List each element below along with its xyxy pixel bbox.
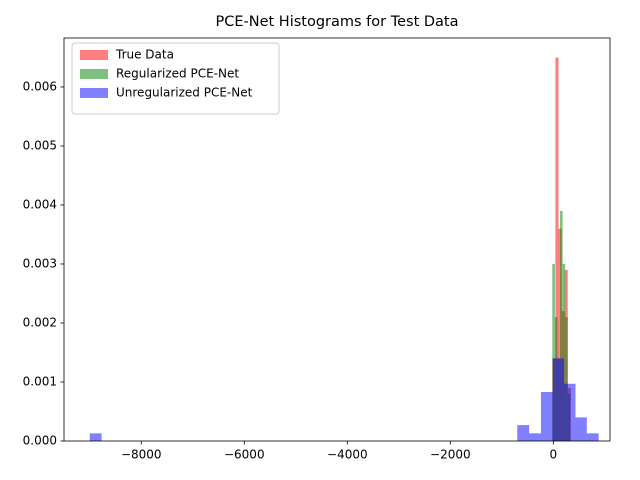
- y-tick-label: 0.003: [23, 256, 57, 270]
- legend-swatch: [80, 50, 108, 60]
- bar: [552, 358, 565, 441]
- legend-label: Regularized PCE-Net: [116, 67, 239, 81]
- bar: [552, 263, 555, 441]
- bar: [575, 417, 587, 441]
- x-tick-label: 0: [550, 448, 558, 462]
- y-tick-label: 0.000: [23, 434, 57, 448]
- bar: [560, 210, 563, 441]
- bar: [517, 425, 530, 441]
- bar: [555, 57, 559, 442]
- y-tick-label: 0.004: [23, 197, 57, 211]
- bar: [529, 433, 541, 441]
- bar: [89, 433, 102, 441]
- bar: [564, 383, 576, 441]
- x-tick-label: −6000: [224, 448, 265, 462]
- y-tick-label: 0.002: [23, 315, 57, 329]
- y-tick-label: 0.001: [23, 374, 57, 388]
- x-tick-label: −2000: [430, 448, 471, 462]
- bar: [565, 317, 568, 441]
- x-tick-label: −8000: [121, 448, 162, 462]
- bar: [562, 263, 566, 441]
- legend-swatch: [80, 88, 108, 98]
- legend-label: True Data: [115, 48, 174, 62]
- x-tick-label: −4000: [327, 448, 368, 462]
- legend-box: [71, 42, 280, 115]
- plot-frame: [63, 37, 611, 442]
- y-tick-label: 0.006: [23, 79, 57, 93]
- legend-swatch: [80, 69, 108, 79]
- chart-title: PCE-Net Histograms for Test Data: [215, 14, 458, 30]
- y-tick-label: 0.005: [23, 138, 57, 152]
- bar: [540, 392, 553, 441]
- legend-label: Unregularized PCE-Net: [116, 86, 253, 100]
- bar: [586, 433, 599, 441]
